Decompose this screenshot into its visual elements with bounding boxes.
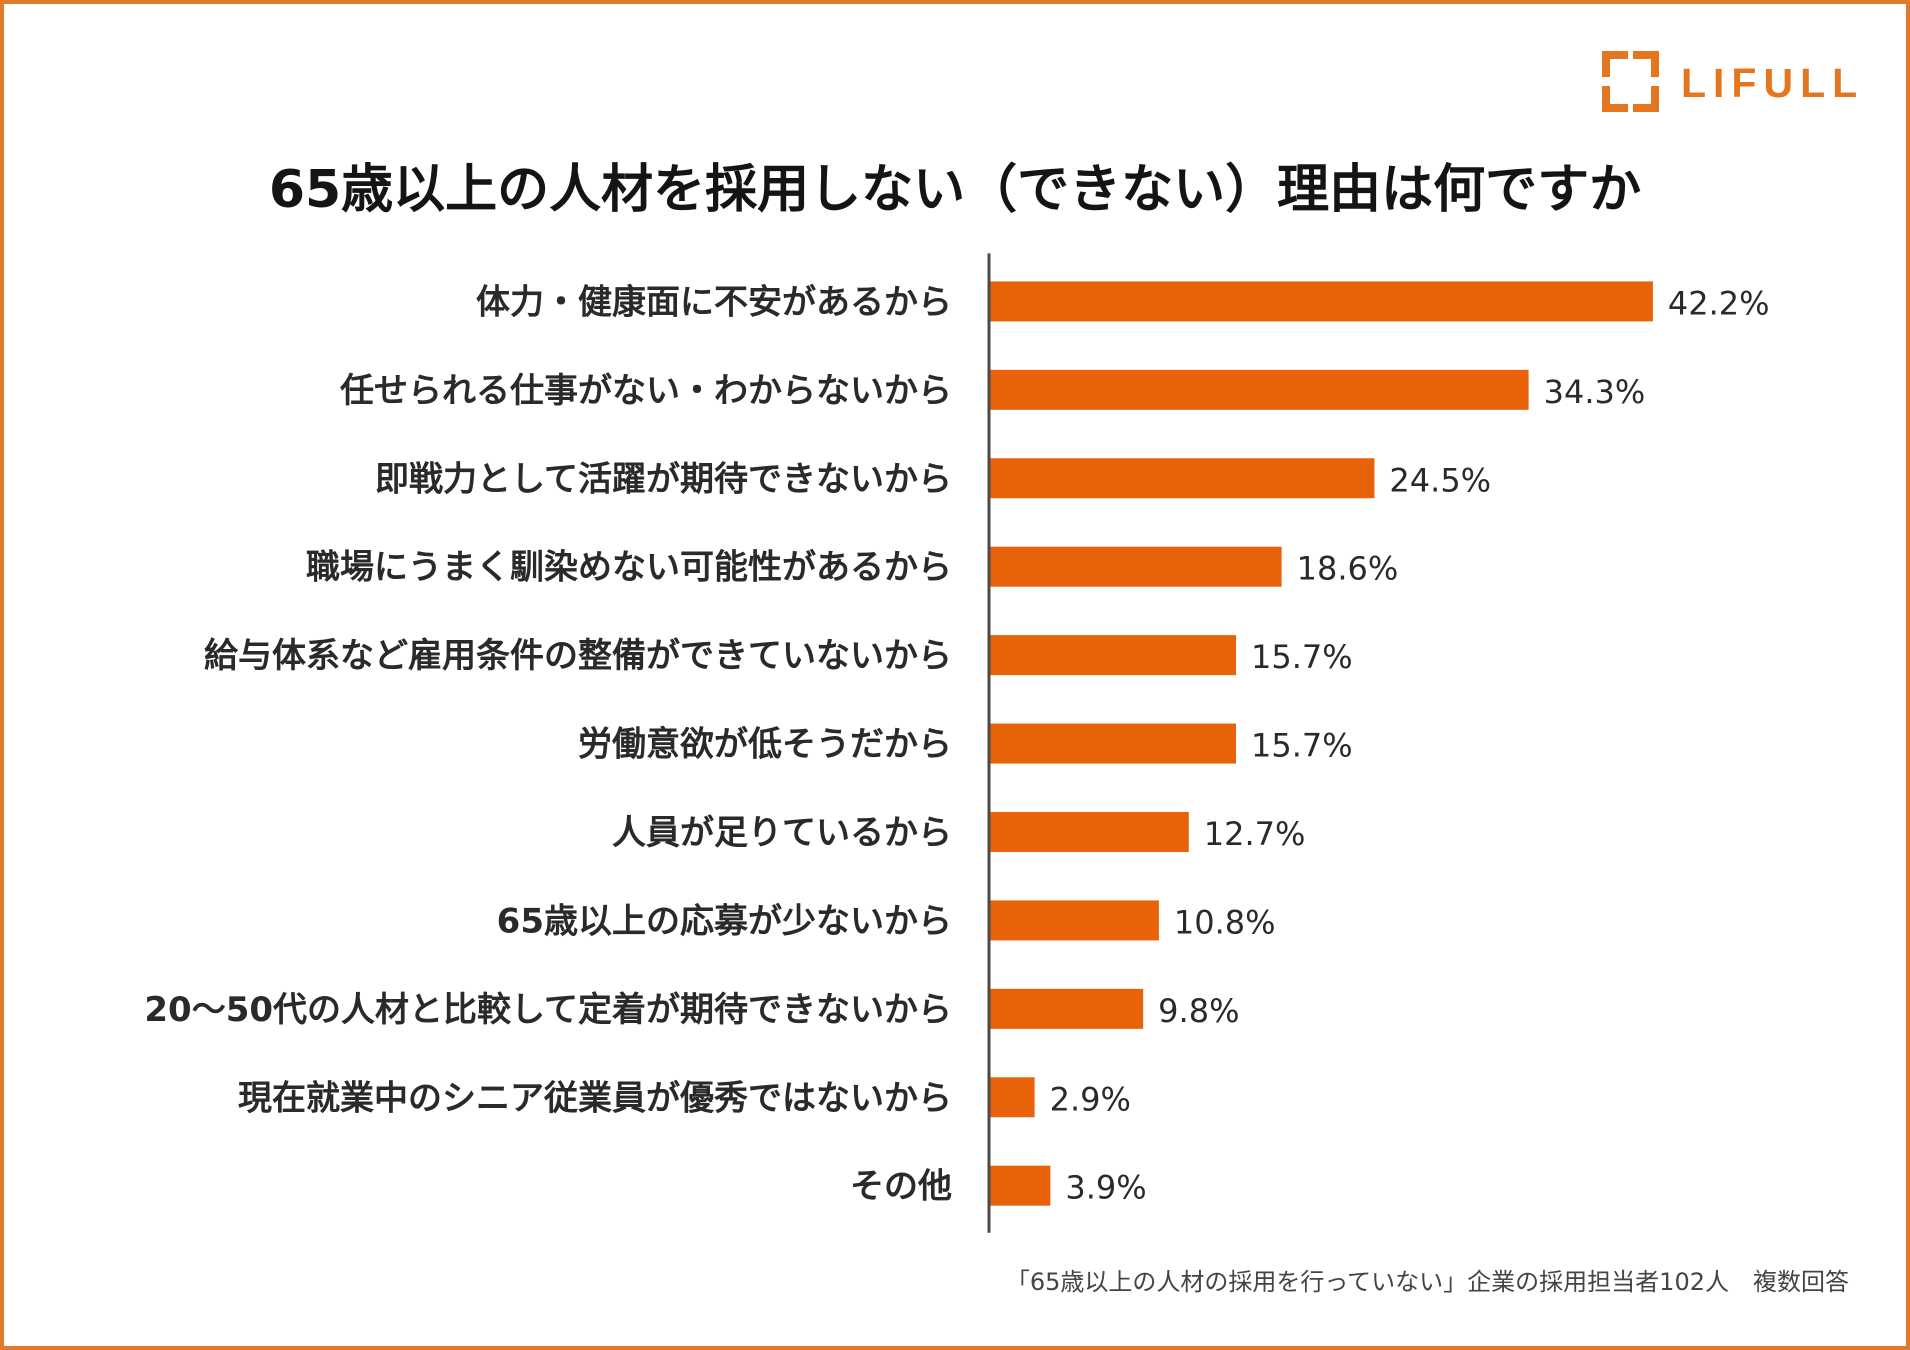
plot-area: 体力・健康面に不安があるから 42.2% 任せられる仕事がない・わからないから 34.… [144, 253, 1770, 1233]
value-label-8: 10.8% [1174, 903, 1276, 941]
category-label-7: 人員が足りているから [612, 813, 952, 853]
category-label-2: 任せられる仕事がない・わからないから [340, 371, 952, 411]
category-label-9: 20～50代の人材と比較して定着が期待できないから [144, 990, 952, 1030]
chart-footnote: 「65歳以上の人材の採用を行っていない」企業の採用担当者102人 複数回答 [1006, 1268, 1849, 1296]
bar-9 [989, 988, 1144, 1029]
value-label-1: 42.2% [1668, 284, 1770, 322]
bar-10 [989, 1077, 1035, 1118]
category-label-1: 体力・健康面に不安があるから [476, 282, 952, 322]
value-label-10: 2.9% [1050, 1080, 1131, 1118]
category-label-10: 現在就業中のシニア従業員が優秀ではないから [238, 1078, 952, 1118]
value-label-4: 18.6% [1297, 550, 1399, 588]
category-label-11: その他 [850, 1167, 952, 1207]
category-label-3: 即戦力として活躍が期待できないから [375, 459, 952, 499]
value-label-2: 34.3% [1544, 373, 1646, 411]
bar-3 [989, 458, 1375, 499]
bar-2 [989, 369, 1529, 410]
bar-5 [989, 635, 1236, 676]
category-label-8: 65歳以上の応募が少ないから [497, 901, 952, 941]
category-label-4: 職場にうまく馴染めない可能性があるから [306, 548, 952, 588]
value-label-9: 9.8% [1158, 992, 1239, 1030]
chart-title: 65歳以上の人材を採用しない（できない）理由は何ですか [269, 160, 1641, 220]
value-label-11: 3.9% [1065, 1169, 1146, 1207]
value-label-3: 24.5% [1389, 461, 1491, 499]
value-label-7: 12.7% [1204, 815, 1306, 853]
bar-11 [989, 1165, 1051, 1206]
logo-wordmark: LIFULL [1681, 60, 1864, 106]
lifull-bracket-icon [1602, 51, 1659, 112]
bar-4 [989, 546, 1282, 587]
category-label-5: 給与体系など雇用条件の整備ができていないから [204, 636, 952, 676]
bar-7 [989, 811, 1189, 852]
bar-1 [989, 281, 1653, 322]
bar-6 [989, 723, 1236, 764]
value-label-6: 15.7% [1251, 727, 1353, 765]
value-label-5: 15.7% [1251, 638, 1353, 676]
category-label-6: 労働意欲が低そうだから [578, 725, 952, 765]
lifull-logo: LIFULL [1602, 51, 1864, 112]
bar-8 [989, 900, 1159, 941]
